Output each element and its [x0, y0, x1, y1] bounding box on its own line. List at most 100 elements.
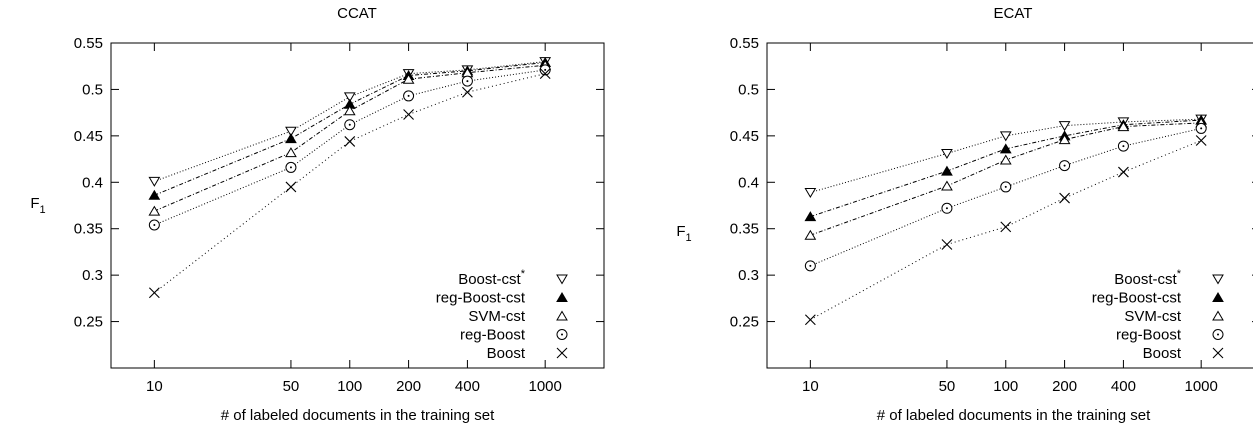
legend-marker: [1212, 292, 1224, 302]
x-tick-label: 200: [1052, 378, 1077, 395]
data-point: [343, 105, 356, 116]
data-point: [285, 133, 297, 144]
legend-marker: [1212, 310, 1224, 321]
data-point: [1195, 122, 1207, 134]
x-tick-label: 50: [939, 378, 956, 395]
legend-label-superscript: *: [521, 268, 526, 280]
y-tick-label: 0.3: [82, 267, 103, 284]
data-point: [148, 189, 161, 200]
data-point: [1117, 121, 1130, 132]
y-tick-label: 0.55: [730, 35, 759, 52]
y-tick-label: 0.5: [82, 81, 103, 98]
data-point: [402, 73, 415, 84]
x-tick-label: 1000: [528, 378, 561, 395]
legend-marker: [556, 310, 568, 321]
series-line: [154, 64, 546, 212]
legend-marker: [1212, 274, 1224, 285]
legend-label: SVM-cst: [468, 308, 526, 325]
data-point: [285, 126, 297, 137]
x-axis-label: # of labeled documents in the training s…: [221, 407, 495, 424]
series-line: [154, 69, 546, 226]
y-tick-label: 0.4: [738, 174, 759, 191]
chart-panel-2: ECAT 0.25 0.3 0.35 0.4 0.45 0.5 0.55 10 50 100 200 4…: [676, 5, 1253, 424]
x-tick-label: 1000: [1184, 378, 1217, 395]
legend-label: Boost-cst*: [458, 268, 526, 288]
data-point: [941, 165, 953, 176]
data-point: [539, 64, 551, 76]
y-tick-label: 0.55: [74, 35, 103, 52]
data-point: [1118, 166, 1129, 178]
legend-marker: [556, 347, 568, 359]
data-point: [461, 75, 473, 87]
x-tick-label: 200: [396, 378, 421, 395]
legend-label: Boost-cst*: [1114, 268, 1182, 288]
y-tick-label: 0.45: [74, 128, 103, 145]
data-point: [941, 149, 953, 159]
data-point: [344, 136, 356, 147]
data-point: [804, 188, 817, 198]
legend-marker: [1212, 347, 1224, 359]
series-line: [810, 122, 1202, 236]
legend-marker: [556, 274, 568, 285]
data-point: [344, 119, 356, 131]
data-point: [941, 239, 953, 250]
legend-label: Boost: [1143, 345, 1182, 362]
y-axis-label-subscript: 1: [686, 232, 692, 244]
data-point: [941, 202, 953, 214]
data-point: [999, 143, 1012, 154]
y-tick-label: 0.3: [738, 267, 759, 284]
data-point: [148, 205, 161, 216]
data-point: [804, 260, 816, 272]
legend-label: reg-Boost-cst: [1092, 290, 1182, 307]
data-point: [403, 90, 415, 102]
y-axis-label-subscript: 1: [40, 204, 46, 216]
y-tick-label: 0.5: [738, 81, 759, 98]
data-point: [539, 68, 551, 80]
data-point: [285, 147, 297, 158]
chart-title: CCAT: [337, 5, 377, 22]
x-tick-label: 50: [283, 378, 300, 395]
y-axis-label: F1: [30, 195, 45, 216]
y-tick-label: 0.45: [730, 128, 759, 145]
legend-label: reg-Boost-cst: [436, 290, 526, 307]
data-point: [804, 314, 816, 326]
y-tick-label: 0.35: [730, 221, 759, 238]
data-point: [462, 86, 473, 98]
series-line: [154, 62, 546, 196]
series-line: [810, 127, 1202, 267]
x-tick-label: 10: [146, 378, 163, 395]
plot-frame: [766, 42, 1253, 369]
legend-marker: [1212, 329, 1224, 340]
data-point: [941, 180, 953, 191]
data-point: [285, 161, 297, 173]
legend-marker: [556, 329, 568, 340]
series-line: [810, 119, 1202, 218]
legend-marker: [556, 292, 568, 302]
data-point: [1000, 181, 1012, 193]
data-point: [1195, 135, 1207, 146]
data-point: [148, 219, 160, 231]
y-tick-label: 0.4: [82, 174, 103, 191]
plot-frame: [110, 42, 605, 369]
data-point: [1058, 121, 1071, 132]
data-point: [403, 109, 414, 120]
data-point: [999, 154, 1012, 165]
x-tick-label: 100: [993, 378, 1018, 395]
series-line: [154, 73, 546, 294]
data-point: [804, 229, 817, 240]
legend-label: SVM-cst: [1124, 308, 1182, 325]
x-tick-label: 100: [337, 378, 362, 395]
data-point: [804, 211, 817, 222]
legend-label: reg-Boost: [460, 327, 526, 344]
legend-label: reg-Boost: [1116, 327, 1182, 344]
data-point: [148, 176, 161, 187]
chart-title: ECAT: [994, 5, 1033, 22]
y-tick-label: 0.35: [74, 221, 103, 238]
x-tick-label: 400: [1111, 378, 1136, 395]
x-tick-label: 400: [455, 378, 480, 395]
legend-label: Boost: [487, 345, 526, 362]
data-point: [285, 181, 297, 193]
